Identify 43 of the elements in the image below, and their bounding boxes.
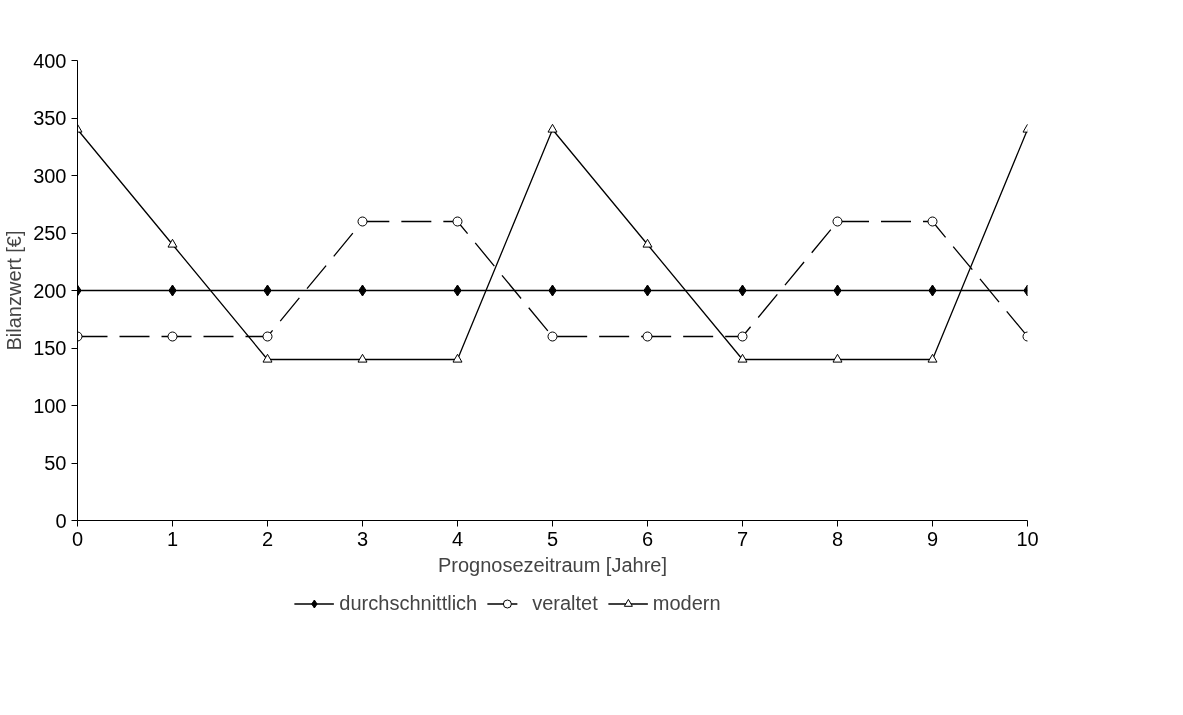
point [832,353,843,363]
point [547,123,558,133]
y-tick-label: 150 [33,337,67,359]
point [262,353,273,363]
point [737,353,748,363]
x-tick-label: 10 [1016,527,1039,550]
y-tick-label: 300 [33,164,67,187]
y-tick-label: 50 [44,452,67,474]
x-tick-label: 8 [831,527,844,550]
point [452,353,463,363]
point [357,353,368,363]
y-tick-label: 350 [33,107,67,129]
x-tick-label: 9 [926,527,939,550]
x-tick-label: 0 [71,527,84,550]
point [357,216,368,227]
point [547,331,558,342]
y-tick-label: 250 [33,222,67,244]
x-tick-label: 3 [356,527,369,550]
point [452,216,463,227]
legend-label: durchschnittlich [339,591,478,615]
point [167,331,178,342]
y-tick-label: 0 [55,509,67,532]
point [927,216,938,227]
x-tick-label: 5 [546,527,559,550]
point [642,331,653,342]
point [262,331,273,342]
point [737,331,748,342]
x-tick-label: 2 [261,527,274,550]
legend-label: veraltet [532,591,598,615]
point [927,353,938,363]
point [642,238,653,248]
point [167,238,178,248]
y-tick-label: 200 [33,279,67,302]
x-tick-label: 1 [166,527,179,550]
point [832,216,843,227]
x-tick-label: 7 [736,527,749,550]
y-tick-label: 100 [33,394,67,417]
x-axis-title: Prognosezeitraum [Jahre] [438,553,668,576]
legend-label: modern [652,591,721,615]
y-axis-title: Bilanzwert [€] [3,230,26,351]
y-tick-label: 400 [33,49,67,72]
x-tick-label: 4 [451,527,464,550]
x-tick-label: 6 [641,527,654,550]
